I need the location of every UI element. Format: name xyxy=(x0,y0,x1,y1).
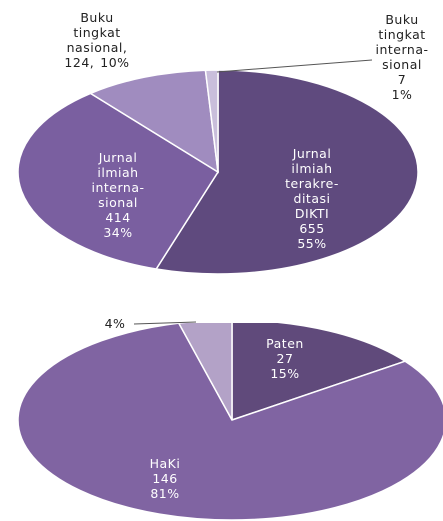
label-line: DIKTI xyxy=(295,206,329,221)
label-line: interna- xyxy=(376,42,429,57)
label-line: Buku xyxy=(385,12,418,27)
label-line: 81% xyxy=(150,486,179,501)
label-line: 4% xyxy=(105,316,126,331)
label-line: nasional, xyxy=(67,40,128,55)
pie-slice xyxy=(231,323,407,422)
pie-slice xyxy=(88,69,219,174)
slice-label: 4% xyxy=(105,316,126,331)
slice-label: Jurnal ilmiah interna-sional 414 34% xyxy=(92,150,145,240)
label-line: terakre- xyxy=(285,176,339,191)
slice-label: Buku tingkat interna-sional 7 1% xyxy=(376,12,429,102)
label-line: 7 xyxy=(398,72,406,87)
slice-label: Jurnal ilmiah terakre-ditasi DIKTI 655 55% xyxy=(285,146,339,251)
leader-line xyxy=(133,321,197,325)
label-category: Jurnal ilmiah terakre-ditasi DIKTI xyxy=(285,146,339,221)
pie-slice xyxy=(17,323,443,521)
pie-slice xyxy=(177,323,233,421)
pie-slice xyxy=(17,92,220,270)
slice-label: Paten 27 15% xyxy=(266,336,304,381)
label-line: Jurnal xyxy=(98,150,138,165)
label-category: Buku tingkat interna-sional xyxy=(376,12,429,72)
label-count: 124, xyxy=(64,55,94,70)
label-category: Buku tingkat nasional, xyxy=(67,10,128,55)
label-line: 655 xyxy=(299,221,324,236)
label-line: 34% xyxy=(103,225,132,240)
pie-slice xyxy=(204,69,219,173)
label-line: 55% xyxy=(297,236,326,251)
label-line: tingkat xyxy=(73,25,120,40)
label-percent: 10% xyxy=(100,55,129,70)
label-line: interna- xyxy=(92,180,145,195)
pie-slice xyxy=(154,69,419,275)
label-line: 414 xyxy=(105,210,130,225)
label-line: sional xyxy=(382,57,422,72)
pie-chart-2 xyxy=(17,323,443,521)
label-line: ilmiah xyxy=(291,161,332,176)
slice-label: Buku tingkat nasional, 124, 10% xyxy=(64,10,129,70)
labels: Jurnal ilmiah terakre-ditasi DIKTI 655 55%Jur… xyxy=(64,10,428,501)
label-line: Buku xyxy=(80,10,113,25)
pie-chart-1 xyxy=(17,69,419,275)
label-line: 1% xyxy=(392,87,413,102)
label-line: ilmiah xyxy=(97,165,138,180)
leader-line xyxy=(216,59,373,73)
label-line: ditasi xyxy=(294,191,331,206)
label-line: 27 xyxy=(277,351,294,366)
label-line: Paten xyxy=(266,336,304,351)
label-line: 146 xyxy=(152,471,177,486)
label-line: 15% xyxy=(270,366,299,381)
label-category: Jurnal ilmiah interna-sional xyxy=(92,150,145,210)
label-line: Jurnal xyxy=(292,146,332,161)
label-category: HaKi xyxy=(150,456,181,471)
slice-label: HaKi 146 81% xyxy=(150,456,181,501)
label-line: tingkat xyxy=(378,27,425,42)
label-category: Paten xyxy=(266,336,304,351)
label-line: HaKi xyxy=(150,456,181,471)
label-line: sional xyxy=(98,195,138,210)
